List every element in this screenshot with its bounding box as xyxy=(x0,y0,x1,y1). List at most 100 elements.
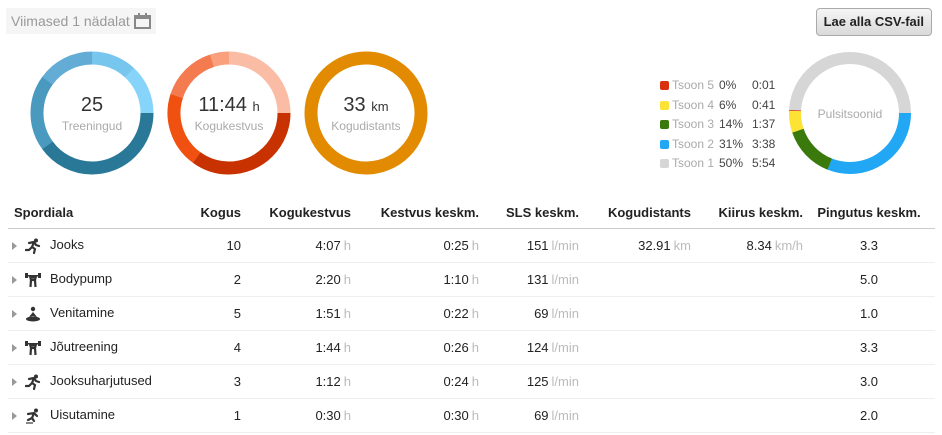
count: 10 xyxy=(226,238,241,253)
weights-icon xyxy=(25,272,41,288)
expand-triangle-icon[interactable] xyxy=(12,309,17,318)
effort: 3.3 xyxy=(859,340,879,355)
zone-label: Tsoon 2 xyxy=(672,136,715,151)
donut-segment xyxy=(167,51,291,175)
table-row[interactable]: Uisutamine 1 0:30 h 0:30 h 69 l/min 2.0 xyxy=(8,398,935,433)
table-row[interactable]: Bodypump 2 2:20 h 1:10 h 131 l/min 5.0 xyxy=(8,262,935,297)
unit: h xyxy=(471,272,479,287)
unit: h xyxy=(343,272,351,287)
zone-swatch xyxy=(660,120,669,130)
period-selector[interactable]: Viimased 1 nädalat xyxy=(6,8,156,34)
avg-duration: 0:24 xyxy=(443,374,469,389)
zone-pct: 6% xyxy=(719,97,737,112)
sport-name: Jooksuharjutused xyxy=(50,373,152,389)
zone-label: Tsoon 5 xyxy=(672,78,715,92)
expand-triangle-icon[interactable] xyxy=(12,411,17,420)
unit: km/h xyxy=(774,238,803,253)
sport-name: Jooks xyxy=(50,237,84,253)
column-header[interactable]: Pingutus keskm. xyxy=(803,196,935,229)
expand-triangle-icon[interactable] xyxy=(12,343,17,352)
unit: h xyxy=(343,408,351,423)
summary-value: 25 xyxy=(80,93,104,116)
donut-segment xyxy=(30,51,154,175)
column-header[interactable]: Kogudistants xyxy=(579,196,691,229)
total-duration: 1:51 xyxy=(315,306,341,321)
donut-segment xyxy=(789,52,911,174)
table-row[interactable]: Venitamine 5 1:51 h 0:22 h 69 l/min 1.0 xyxy=(8,296,935,331)
effort: 3.0 xyxy=(859,374,879,389)
avg-hr: 124 xyxy=(526,340,549,355)
total-duration: 0:30 xyxy=(315,408,341,423)
summary-value: 33 km xyxy=(343,93,389,116)
donut-treeningud: 25 Treeningud xyxy=(30,51,154,175)
weights-icon xyxy=(25,340,41,356)
zone-swatch xyxy=(660,139,669,149)
unit: h xyxy=(471,340,479,355)
skate-icon xyxy=(25,408,41,424)
unit: l/min xyxy=(551,306,579,321)
avg-hr: 131 xyxy=(526,272,549,287)
avg-hr: 69 xyxy=(534,306,549,321)
donut-segment xyxy=(30,51,154,175)
run-icon xyxy=(25,238,41,254)
sport-name: Venitamine xyxy=(50,305,115,321)
count: 4 xyxy=(233,340,241,355)
table-row[interactable]: Jooksuharjutused 3 1:12 h 0:24 h 125 l/min … xyxy=(8,364,935,399)
count: 1 xyxy=(233,408,241,423)
column-header[interactable]: Kogukestvus xyxy=(241,196,351,229)
zone-time: 3:38 xyxy=(752,136,776,151)
zone-swatch xyxy=(660,159,669,169)
expand-triangle-icon[interactable] xyxy=(12,275,17,284)
donut-segment xyxy=(304,51,428,175)
expand-triangle-icon[interactable] xyxy=(12,241,17,250)
column-header[interactable]: Kogus xyxy=(161,196,241,229)
donut-pulsitsoonid: Pulsitsoonid xyxy=(788,51,912,175)
download-csv-button[interactable]: Lae alla CSV-fail xyxy=(815,8,932,36)
summary-label: Kogukestvus xyxy=(194,118,264,133)
calendar-icon xyxy=(133,13,151,29)
zone-legend-item: Tsoon 3 14% 1:37 xyxy=(660,115,775,135)
effort: 5.0 xyxy=(859,272,879,287)
zone-swatch xyxy=(660,81,669,91)
table-row[interactable]: Jõutreening 4 1:44 h 0:26 h 124 l/min 3.3 xyxy=(8,330,935,365)
unit: h xyxy=(471,374,479,389)
zone-label: Tsoon 1 xyxy=(672,156,715,170)
zone-time: 0:01 xyxy=(752,78,776,92)
zones-label: Pulsitsoonid xyxy=(817,107,883,121)
column-header[interactable]: Spordiala xyxy=(8,196,161,229)
unit: h xyxy=(343,340,351,355)
zone-legend-item: Tsoon 4 6% 0:41 xyxy=(660,96,775,116)
column-header[interactable]: Kiirus keskm. xyxy=(691,196,803,229)
yoga-icon xyxy=(25,306,41,322)
zone-swatch xyxy=(660,100,669,110)
sport-name: Uisutamine xyxy=(50,407,116,423)
donut-segment xyxy=(167,51,291,175)
table-row[interactable]: Jooks 10 4:07 h 0:25 h 151 l/min 32.91 km 8.… xyxy=(8,228,935,263)
effort: 2.0 xyxy=(859,408,879,423)
zone-time: 1:37 xyxy=(752,117,776,131)
column-header[interactable]: SLS keskm. xyxy=(479,196,579,229)
unit: h xyxy=(343,238,351,253)
distance: 32.91 xyxy=(638,238,671,253)
count: 5 xyxy=(233,306,241,321)
zone-pct: 50% xyxy=(719,156,744,170)
avg-duration: 0:30 xyxy=(443,408,469,423)
effort: 1.0 xyxy=(859,306,879,321)
avg-hr: 125 xyxy=(526,374,549,389)
unit: km xyxy=(673,238,691,253)
donut-segment xyxy=(167,51,291,175)
unit: l/min xyxy=(551,374,579,389)
summary-label: Kogudistants xyxy=(331,118,401,133)
zone-legend-item: Tsoon 1 50% 5:54 xyxy=(660,154,775,174)
unit: h xyxy=(343,374,351,389)
total-duration: 1:12 xyxy=(315,374,341,389)
expand-triangle-icon[interactable] xyxy=(12,377,17,386)
avg-duration: 0:25 xyxy=(443,238,469,253)
sport-name: Jõutreening xyxy=(50,339,118,355)
column-header[interactable]: Kestvus keskm. xyxy=(351,196,479,229)
unit: l/min xyxy=(551,408,579,423)
unit: l/min xyxy=(551,272,579,287)
donut-kogudistants: 33 km Kogudistants xyxy=(304,51,428,175)
zone-time: 5:54 xyxy=(752,156,776,170)
zone-legend: Tsoon 5 0% 0:01 Tsoon 4 6% 0:41 Tsoon 3 14% 1:37… xyxy=(660,76,775,174)
